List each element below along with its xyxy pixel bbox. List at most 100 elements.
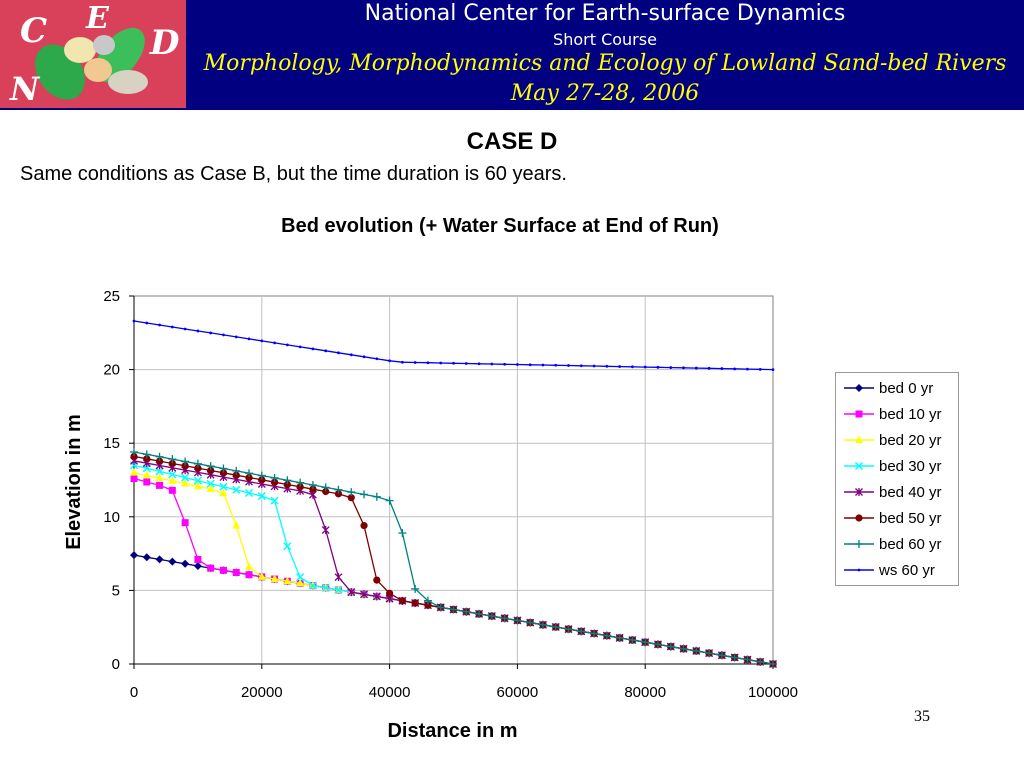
data-point xyxy=(232,521,241,529)
data-point xyxy=(360,590,368,599)
x-tick-label: 0 xyxy=(130,684,138,701)
data-point xyxy=(855,540,863,548)
data-point xyxy=(516,363,519,366)
data-point xyxy=(349,353,353,357)
data-point xyxy=(260,339,264,343)
y-tick-label: 5 xyxy=(112,582,120,599)
data-point xyxy=(679,644,688,653)
data-point xyxy=(168,470,177,479)
data-point xyxy=(168,455,177,464)
data-point xyxy=(669,366,673,369)
data-point xyxy=(183,327,187,331)
data-point xyxy=(219,488,228,497)
data-point xyxy=(577,627,586,636)
header-course-title: Morphology, Morphodynamics and Ecology o… xyxy=(203,51,1007,76)
data-point xyxy=(360,490,369,499)
data-point xyxy=(244,488,254,498)
data-point xyxy=(219,464,228,473)
data-point xyxy=(707,366,711,370)
legend-item-bed-60yr: bed 60 yr xyxy=(842,533,956,555)
legend-item-bed-50yr: bed 50 yr xyxy=(842,507,956,529)
data-point xyxy=(756,657,765,666)
data-point xyxy=(730,653,739,662)
legend-item-bed-40yr: bed 40 yr xyxy=(842,481,956,503)
data-point xyxy=(692,646,701,655)
data-point xyxy=(490,362,494,366)
data-point xyxy=(564,625,573,634)
data-point xyxy=(705,649,714,658)
legend-label: bed 20 yr xyxy=(879,432,942,449)
logo-letter-n: N xyxy=(9,70,41,108)
data-point xyxy=(321,526,330,535)
legend-label: bed 10 yr xyxy=(879,406,942,423)
legend-swatch xyxy=(844,540,874,548)
data-point xyxy=(270,478,279,486)
data-point xyxy=(641,638,650,647)
y-tick-label: 15 xyxy=(103,435,120,452)
data-point xyxy=(247,337,251,341)
legend-swatch xyxy=(844,384,874,392)
data-point xyxy=(500,614,509,623)
data-point xyxy=(245,562,254,570)
data-point xyxy=(567,364,570,367)
data-point xyxy=(398,528,407,537)
data-point xyxy=(717,651,726,660)
data-point xyxy=(592,364,596,368)
data-point xyxy=(206,462,215,471)
data-point xyxy=(232,471,240,479)
data-point xyxy=(285,343,289,347)
legend-item-bed-10yr: bed 10 yr xyxy=(842,403,956,425)
data-point xyxy=(423,596,432,605)
data-point xyxy=(283,542,292,551)
data-point xyxy=(308,481,317,490)
data-point xyxy=(193,459,202,468)
data-point xyxy=(181,479,190,487)
data-point xyxy=(605,364,609,368)
data-point xyxy=(411,599,419,607)
data-point xyxy=(413,361,417,364)
data-point xyxy=(386,589,394,597)
data-point xyxy=(283,476,292,485)
data-point xyxy=(245,469,254,478)
data-point xyxy=(155,457,164,465)
data-point xyxy=(324,349,328,353)
data-point xyxy=(181,457,190,466)
data-point xyxy=(132,319,136,323)
data-point xyxy=(296,483,304,491)
page-number: 35 xyxy=(914,708,930,725)
data-point xyxy=(682,366,685,370)
data-point xyxy=(769,660,777,668)
data-point xyxy=(855,514,863,522)
data-point xyxy=(322,487,330,496)
data-point xyxy=(308,581,317,590)
data-point xyxy=(615,633,624,642)
data-point xyxy=(334,490,343,498)
legend-swatch xyxy=(844,410,874,418)
data-point xyxy=(142,450,151,459)
data-point xyxy=(143,455,151,463)
data-point xyxy=(400,360,404,364)
legend-swatch xyxy=(844,514,874,522)
x-axis-title: Distance in m xyxy=(387,720,517,742)
x-tick-label: 80000 xyxy=(624,684,666,701)
data-point xyxy=(347,494,355,502)
data-point xyxy=(168,486,176,494)
data-point xyxy=(554,363,558,367)
data-point xyxy=(771,368,775,371)
data-point xyxy=(234,335,238,339)
data-point xyxy=(142,470,151,479)
data-point xyxy=(321,583,330,592)
data-point xyxy=(257,471,266,480)
legend-label: bed 40 yr xyxy=(879,484,942,501)
data-point xyxy=(296,578,305,587)
data-point xyxy=(283,576,292,585)
logo-letter-c: C xyxy=(20,11,47,51)
data-point xyxy=(855,410,863,418)
data-point xyxy=(206,484,215,493)
legend-label: bed 0 yr xyxy=(879,380,934,397)
data-point xyxy=(155,473,164,482)
slide-subtitle: Same conditions as Case B, but the time … xyxy=(20,163,567,185)
data-point xyxy=(309,485,317,493)
data-point xyxy=(193,561,202,570)
data-point xyxy=(733,367,737,371)
